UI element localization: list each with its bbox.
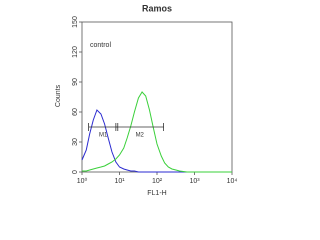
y-tick-label: 120	[72, 46, 79, 58]
annotation: control	[90, 42, 111, 49]
x-tick-label: 10²	[152, 178, 163, 185]
histogram-line	[82, 91, 232, 173]
y-axis-label: Counts	[55, 84, 62, 107]
chart: Ramos control FL1-H Counts 0 30 60 90 120 150…	[55, 3, 238, 197]
gate-label: M1	[99, 133, 108, 139]
x-tick-label: 10³	[189, 178, 200, 185]
y-tick-label: 60	[72, 108, 79, 116]
x-tick-label: 10¹	[114, 178, 125, 185]
x-tick-label: 10⁰	[77, 177, 88, 185]
y-tick-label: 30	[72, 138, 79, 146]
histogram-line	[81, 109, 232, 173]
x-axis-label: FL1-H	[147, 190, 166, 197]
chart-title: Ramos	[142, 3, 172, 13]
page: Ramos control FL1-H Counts 0 30 60 90 120 150…	[54, 3, 238, 197]
y-tick-label: 0	[72, 170, 79, 174]
y-tick-label: 150	[72, 16, 79, 28]
y-tick-label: 90	[72, 78, 79, 86]
x-tick-label: 10⁴	[227, 178, 238, 185]
gate-label: M2	[136, 133, 145, 139]
